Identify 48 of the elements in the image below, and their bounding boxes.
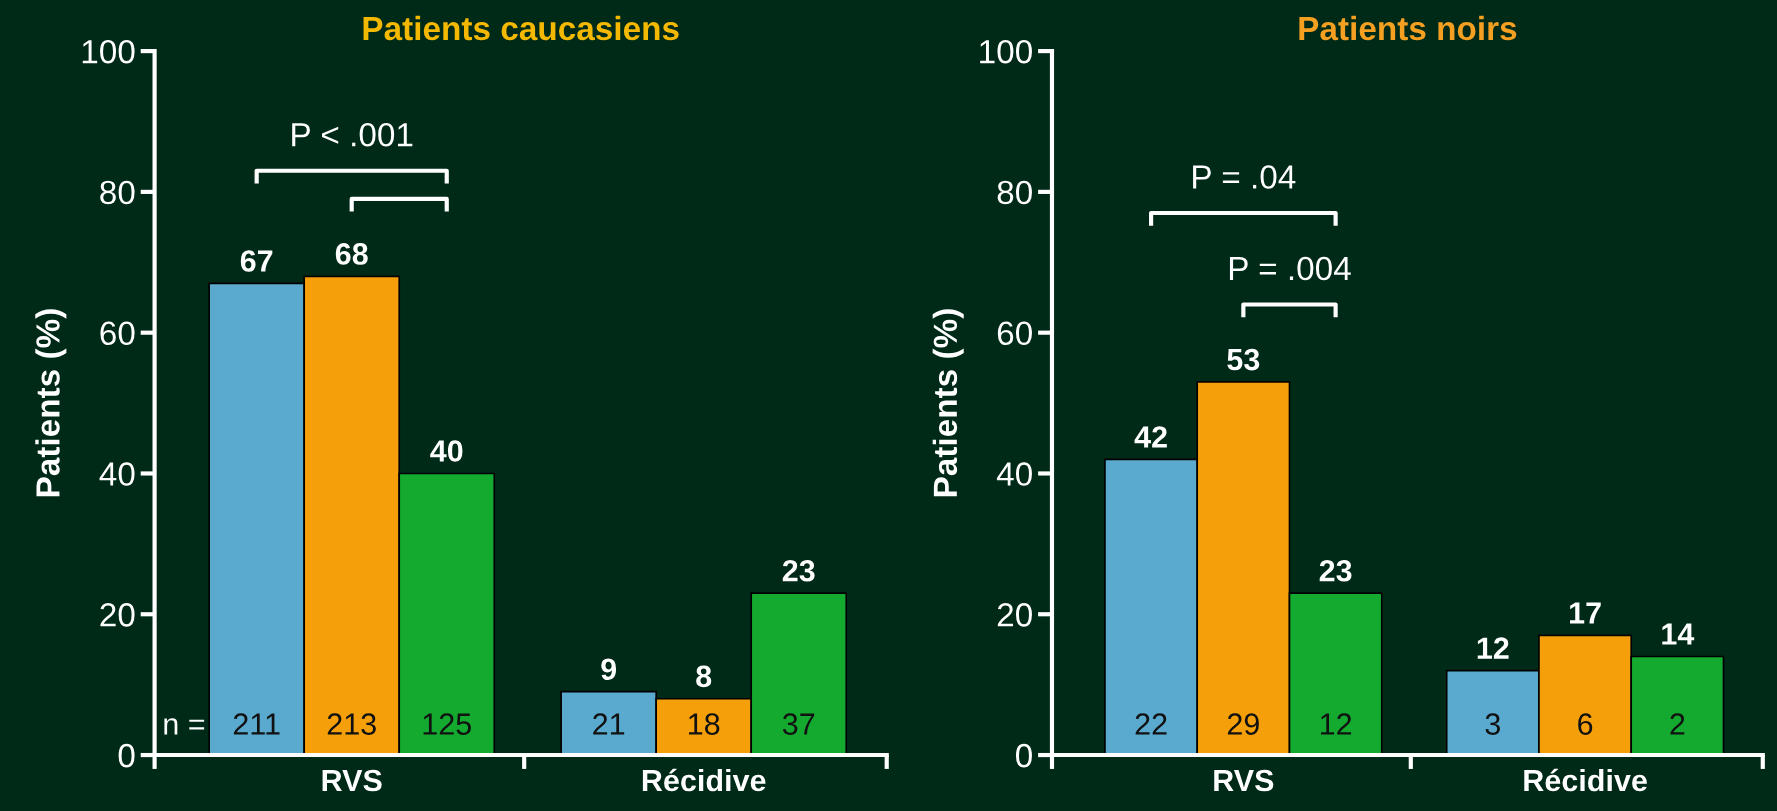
- annotation: 3: [1485, 713, 1500, 735]
- data-label: 42: [1134, 426, 1167, 448]
- annotation: 22: [1135, 713, 1167, 735]
- y-tick-label: 20: [100, 603, 135, 627]
- y-tick-label: 60: [100, 321, 135, 346]
- data-label: 14: [1662, 623, 1695, 645]
- x-tick-label: Récidive: [1524, 768, 1647, 792]
- data-label: 23: [782, 559, 815, 582]
- data-label: 12: [1477, 637, 1509, 659]
- data-label: 8: [696, 665, 712, 688]
- y-tick-label: 20: [997, 603, 1032, 627]
- data-label: 67: [240, 250, 273, 272]
- x-tick-label: Récidive: [642, 768, 766, 792]
- y-tick-label: 0: [1016, 743, 1032, 768]
- y-axis-title: Patients (%): [932, 309, 964, 497]
- annotation: 37: [782, 713, 815, 735]
- chart-title: Patients noirs: [1299, 15, 1517, 41]
- annotation: 211: [233, 713, 280, 735]
- data-label: 53: [1227, 348, 1260, 371]
- data-label: 23: [1319, 559, 1352, 582]
- y-tick-label: 0: [118, 743, 135, 768]
- annotation: 18: [689, 713, 720, 735]
- y-tick-label: 80: [100, 180, 135, 205]
- annotation: 2: [1670, 713, 1685, 735]
- annotation: 29: [1227, 713, 1259, 735]
- y-axis-title: Patients (%): [35, 309, 67, 497]
- y-tick-label: 100: [82, 39, 135, 64]
- y-tick-label: 40: [996, 462, 1032, 486]
- annotation: 12: [1320, 713, 1352, 735]
- x-tick-label: RVS: [322, 769, 382, 792]
- y-tick-label: 100: [980, 39, 1032, 64]
- y-tick-label: 60: [997, 321, 1032, 346]
- x-tick-label: RVS: [1214, 769, 1274, 792]
- annotation: P = .04: [1193, 165, 1296, 189]
- annotation: 213: [327, 713, 376, 735]
- data-label: 9: [601, 658, 617, 681]
- annotation: 125: [423, 713, 471, 735]
- annotation: 21: [593, 713, 625, 735]
- data-label: 68: [335, 243, 368, 265]
- annotation: P = .004: [1229, 256, 1351, 281]
- data-label: 17: [1570, 602, 1601, 624]
- annotation: n =: [164, 718, 205, 735]
- y-tick-label: 40: [99, 462, 135, 486]
- annotation: P < .001: [292, 122, 413, 147]
- chart-title: Patients caucasiens: [363, 15, 679, 41]
- data-label: 40: [430, 440, 463, 462]
- y-tick-label: 80: [997, 180, 1032, 205]
- annotation: 6: [1578, 713, 1593, 735]
